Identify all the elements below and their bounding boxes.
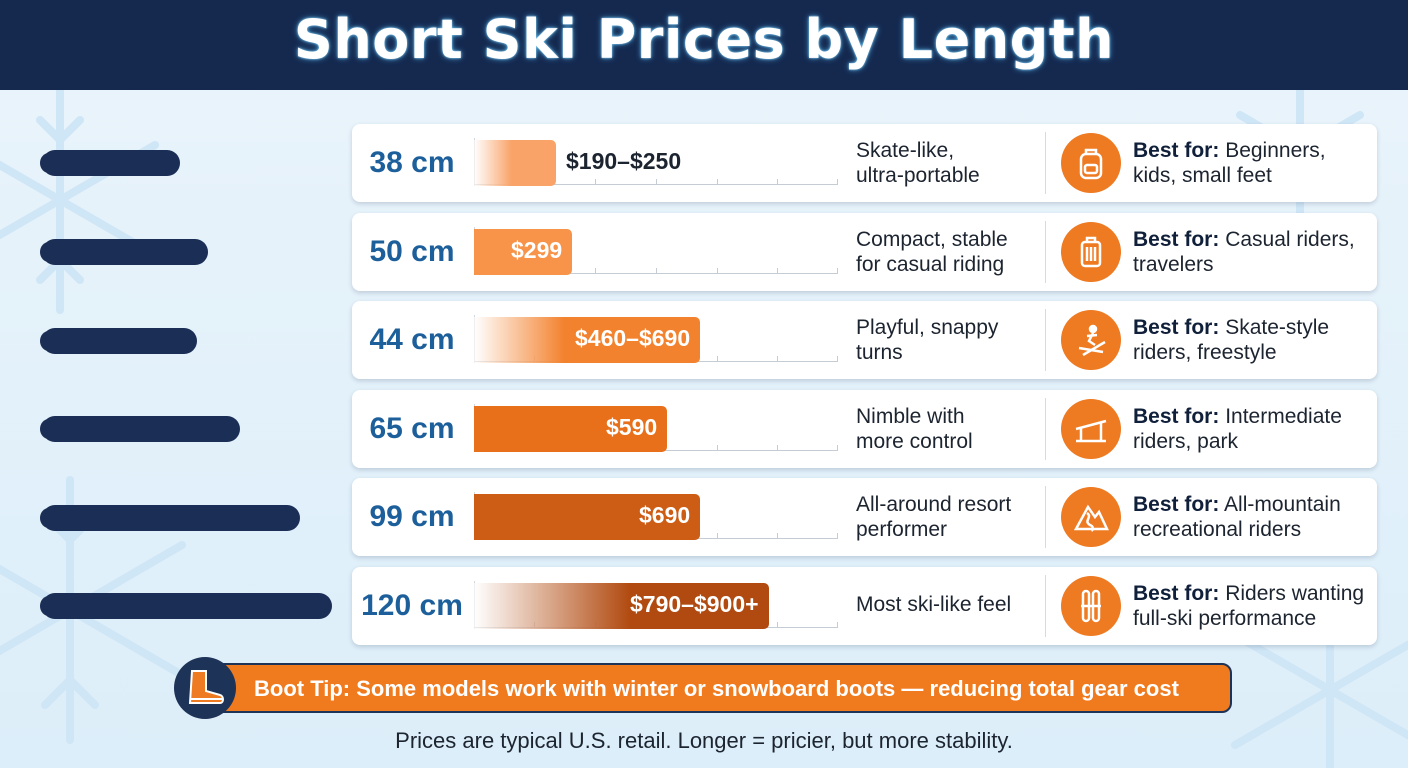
price-label: $790–$900+ (630, 591, 759, 617)
footnote: Prices are typical U.S. retail. Longer =… (395, 728, 1013, 753)
ski-silhouette-38cm (40, 150, 180, 176)
price-label: $690 (639, 502, 691, 528)
divider (1045, 398, 1046, 460)
price-bar (474, 229, 572, 275)
park-rail-icon (1061, 399, 1121, 459)
ski-silhouette-120cm (40, 593, 332, 619)
freestyle-skier-icon (1061, 310, 1121, 370)
ski-silhouette-65cm (40, 416, 240, 442)
price-track: $299 (474, 227, 838, 275)
divider (1045, 486, 1046, 548)
price-label: $590 (606, 414, 658, 440)
backpack-icon (1061, 133, 1121, 193)
price-bar (474, 583, 769, 629)
price-bar (474, 140, 556, 186)
ski-description: Skate-like, ultra-portable (856, 139, 980, 187)
ski-length-label: 50 cm (369, 235, 455, 268)
boot-tip-text: Boot Tip: Some models work with winter o… (254, 676, 1179, 701)
ski-length-label: 99 cm (369, 500, 455, 533)
skis-icon (1061, 576, 1121, 636)
ski-length-label: 44 cm (369, 323, 455, 356)
divider (1045, 575, 1046, 637)
price-label: $190–$250 (566, 148, 682, 174)
price-track: $460–$690 (474, 315, 838, 363)
divider (1045, 309, 1046, 371)
ski-silhouette-99cm (40, 505, 300, 531)
best-for-text: Best for: Intermediate riders, park (1133, 405, 1342, 453)
divider (1045, 221, 1046, 283)
boot-tip-banner: Boot Tip: Some models work with winter o… (200, 663, 1232, 713)
price-track: $690 (474, 492, 838, 540)
ski-description: Playful, snappy turns (856, 316, 999, 364)
ski-silhouette-44cm (40, 328, 197, 354)
best-for-text: Best for: Casual riders, travelers (1133, 228, 1355, 276)
mountain-icon (1061, 487, 1121, 547)
price-bar (474, 406, 667, 452)
ski-length-label: 38 cm (369, 146, 455, 179)
ski-description: Most ski-like feel (856, 593, 1012, 616)
ski-description: Nimble with more control (856, 405, 973, 453)
suitcase-icon (1061, 222, 1121, 282)
best-for-text: Best for: Riders wanting full-ski perfor… (1133, 582, 1365, 630)
price-bar (474, 494, 700, 540)
ski-length-label: 120 cm (361, 589, 463, 622)
best-for-text: Best for: Beginners, kids, small feet (1133, 139, 1326, 187)
price-label: $460–$690 (575, 325, 691, 351)
ski-length-label: 65 cm (369, 412, 455, 445)
page-title: Short Ski Prices by Length (293, 8, 1115, 71)
header-banner (0, 0, 1408, 90)
price-track: $790–$900+ (474, 581, 838, 629)
divider (1045, 132, 1046, 194)
ski-description: Compact, stable for casual riding (856, 228, 1008, 276)
price-bar (474, 317, 700, 363)
ski-silhouette-50cm (40, 239, 208, 265)
price-track: $190–$250 (474, 138, 838, 186)
price-label: $299 (511, 237, 563, 263)
best-for-text: Best for: All-mountain recreational ride… (1133, 493, 1341, 541)
best-for-text: Best for: Skate-style riders, freestyle (1133, 316, 1330, 364)
ski-description: All-around resort performer (856, 493, 1012, 541)
price-track: $590 (474, 404, 838, 452)
boot-icon (174, 657, 236, 719)
